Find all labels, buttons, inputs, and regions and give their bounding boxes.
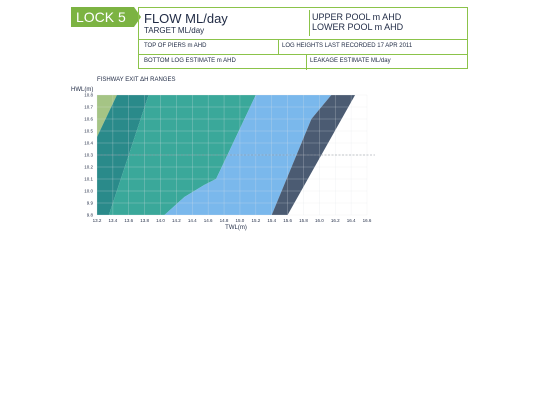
x-tick-label: 13.2: [93, 218, 102, 223]
lock-label: LOCK 5: [71, 7, 141, 27]
fishway-chart: 13.2 13.4 13.6 13.8 14.0 14.2 14.4 14.6 14.8 15.0…: [71, 87, 375, 231]
y-tick-label: 10.3: [84, 153, 93, 158]
y-tick-label: 10.2: [84, 165, 93, 170]
x-tick-label: 14.0: [156, 218, 165, 223]
row-divider: [306, 55, 307, 70]
x-tick-label: 13.6: [124, 218, 133, 223]
x-tick-label: 13.8: [140, 218, 149, 223]
info-row-1: TOP OF PIERS m AHD LOG HEIGHTS LAST RECO…: [139, 39, 467, 55]
x-tick-label: 15.0: [236, 218, 245, 223]
y-tick-label: 10.5: [84, 129, 93, 134]
chart-title: FISHWAY EXIT ΔH RANGES: [97, 77, 176, 83]
x-tick-label: 15.6: [283, 218, 292, 223]
y-axis-label: HWL(m): [71, 87, 93, 93]
top-of-piers: TOP OF PIERS m AHD: [144, 43, 207, 49]
header-divider: [309, 10, 310, 36]
log-heights: LOG HEIGHTS LAST RECORDED 17 APR 2011: [282, 43, 413, 49]
y-tick-label: 10.4: [84, 141, 93, 146]
x-tick-label: 14.4: [188, 218, 197, 223]
y-tick-label: 10.0: [84, 189, 93, 194]
x-tick-label: 15.4: [267, 218, 276, 223]
x-tick-label: 16.0: [315, 218, 324, 223]
range-band-1: [97, 95, 117, 137]
y-tick-label: 10.6: [84, 117, 93, 122]
lower-pool: LOWER POOL m AHD: [312, 22, 404, 32]
x-tick-label: 15.2: [251, 218, 260, 223]
x-tick-label: 14.8: [220, 218, 229, 223]
x-tick-label: 16.4: [347, 218, 356, 223]
x-tick-label: 16.6: [363, 218, 372, 223]
flow-title: FLOW ML/day: [144, 11, 228, 26]
y-tick-layer: 9.8 9.9 10.0 10.1 10.2 10.3 10.4 10.5 10.6 10.7 10…: [84, 93, 93, 218]
y-tick-label: 10.7: [84, 105, 93, 110]
x-tick-label: 14.6: [204, 218, 213, 223]
grid-layer: [96, 94, 368, 216]
y-tick-label: 9.8: [87, 213, 94, 218]
bottom-log-estimate: BOTTOM LOG ESTIMATE m AHD: [144, 58, 236, 64]
x-tick-label: 15.8: [299, 218, 308, 223]
lock-header: LOCK 5 FLOW ML/day TARGET ML/day UPPER P…: [71, 7, 468, 70]
x-tick-label: 16.2: [331, 218, 340, 223]
target-flow: TARGET ML/day: [144, 26, 205, 35]
lock-info-box: FLOW ML/day TARGET ML/day UPPER POOL m A…: [138, 7, 468, 70]
leakage-estimate: LEAKAGE ESTIMATE ML/day: [310, 58, 391, 64]
y-tick-label: 10.1: [84, 177, 93, 182]
y-tick-label: 9.9: [87, 201, 94, 206]
row-divider: [278, 40, 279, 55]
x-tick-layer: 13.2 13.4 13.6 13.8 14.0 14.2 14.4 14.6 14.8 15.0…: [93, 218, 372, 223]
x-tick-label: 13.4: [108, 218, 117, 223]
y-tick-label: 10.8: [84, 93, 93, 98]
info-row-2: BOTTOM LOG ESTIMATE m AHD LEAKAGE ESTIMA…: [139, 54, 467, 70]
x-axis-label: TWL(m): [225, 225, 247, 231]
x-tick-label: 14.2: [172, 218, 181, 223]
upper-pool: UPPER POOL m AHD: [312, 12, 402, 22]
